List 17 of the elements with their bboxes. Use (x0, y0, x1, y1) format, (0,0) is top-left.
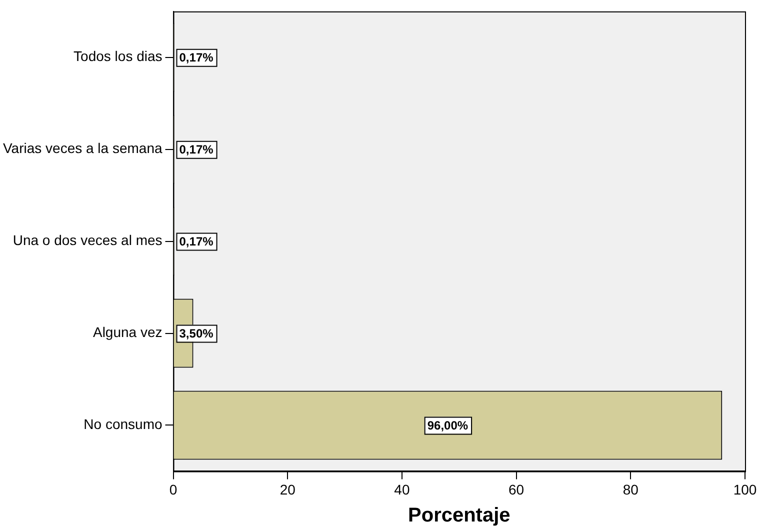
y-tick-label: Varias veces a la semana (3, 140, 162, 156)
x-tick-label: 0 (169, 481, 178, 498)
data-label: 0,17% (179, 142, 214, 157)
y-tick-label: Una o dos veces al mes (12, 232, 162, 248)
x-tick-label: 80 (622, 481, 639, 498)
x-tick-label: 40 (394, 481, 410, 498)
y-tick-label: Alguna vez (92, 324, 162, 340)
x-tick-label: 100 (733, 481, 757, 498)
x-tick-label: 60 (508, 481, 524, 498)
data-label: 0,17% (179, 50, 214, 65)
x-axis-title: Porcentaje (408, 504, 510, 527)
x-tick-label: 20 (280, 481, 296, 498)
y-tick-label: No consumo (84, 416, 162, 432)
data-label: 3,50% (179, 326, 214, 341)
data-label: 0,17% (179, 234, 214, 249)
y-tick-label: Todos los dias (74, 48, 162, 64)
data-label: 96,00% (427, 418, 468, 433)
